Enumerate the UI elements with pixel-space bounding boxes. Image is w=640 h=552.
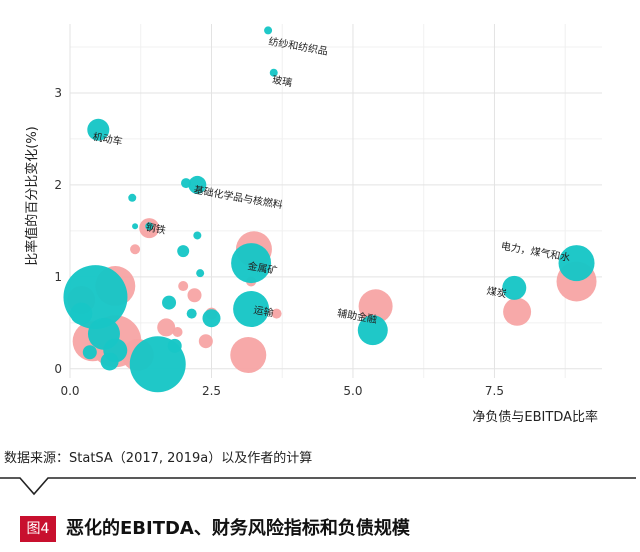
point-teal [82,345,97,360]
y-tick-label: 2 [54,178,62,192]
y-tick-label: 3 [54,86,62,100]
point-label: 钢铁 [145,220,167,236]
point-teal [502,275,527,300]
point-label: 煤炭 [486,284,508,300]
point-teal [186,308,197,319]
point-salmon [230,337,267,374]
figure-number-badge: 图4 [20,516,56,542]
point-salmon [172,327,183,338]
point-teal [558,245,595,282]
point-salmon [198,334,213,349]
point-teal [233,291,270,328]
point-label: 基础化学品与核燃料 [193,183,284,211]
point-teal [231,243,272,284]
point-teal [202,309,221,328]
y-axis-title: 比率值的百分比变化(%) [24,126,40,266]
point-teal [264,26,273,35]
data-points [63,26,597,393]
point-teal [357,315,388,346]
point-salmon [503,297,532,326]
point-salmon [157,318,176,337]
point-salmon [130,244,141,255]
point-teal [269,68,278,77]
point-label: 玻璃 [271,73,293,89]
point-label: 运输 [253,303,275,319]
point-teal [87,118,110,141]
point-label: 电力，煤气和水 [500,239,571,264]
point-teal [193,231,202,240]
point-salmon [178,281,189,292]
point-salmon [358,289,393,324]
point-teal [188,175,207,194]
x-axis-title: 净负债与EBITDA比率 [472,409,598,425]
section-divider [0,477,636,496]
y-tick-label: 1 [54,270,62,284]
source-note: 数据来源：StatSA（2017, 2019a）以及作者的计算 [4,451,313,466]
point-teal [181,178,192,189]
point-teal [145,222,154,231]
point-teal [196,269,205,278]
y-tick-label: 0 [54,362,62,376]
figure-title: 恶化的EBITDA、财务风险指标和负债规模 [66,518,410,539]
x-axis-ticks: 0.0 2.5 5.0 7.5 [60,384,504,398]
point-label: 纺纱和纺织品 [268,35,329,58]
point-teal [167,338,182,353]
point-teal [128,193,137,202]
x-tick-label: 0.0 [60,384,79,398]
point-salmon [187,288,202,303]
point-teal [162,295,177,310]
y-axis-ticks: 0 1 2 3 [54,86,62,376]
x-tick-label: 7.5 [485,384,504,398]
gridlines [69,24,602,378]
point-teal [70,302,93,325]
point-teal [100,352,119,371]
point-salmon [271,308,282,319]
point-teal [177,245,190,258]
x-tick-label: 2.5 [202,384,221,398]
x-tick-label: 5.0 [343,384,362,398]
point-teal [132,223,139,230]
